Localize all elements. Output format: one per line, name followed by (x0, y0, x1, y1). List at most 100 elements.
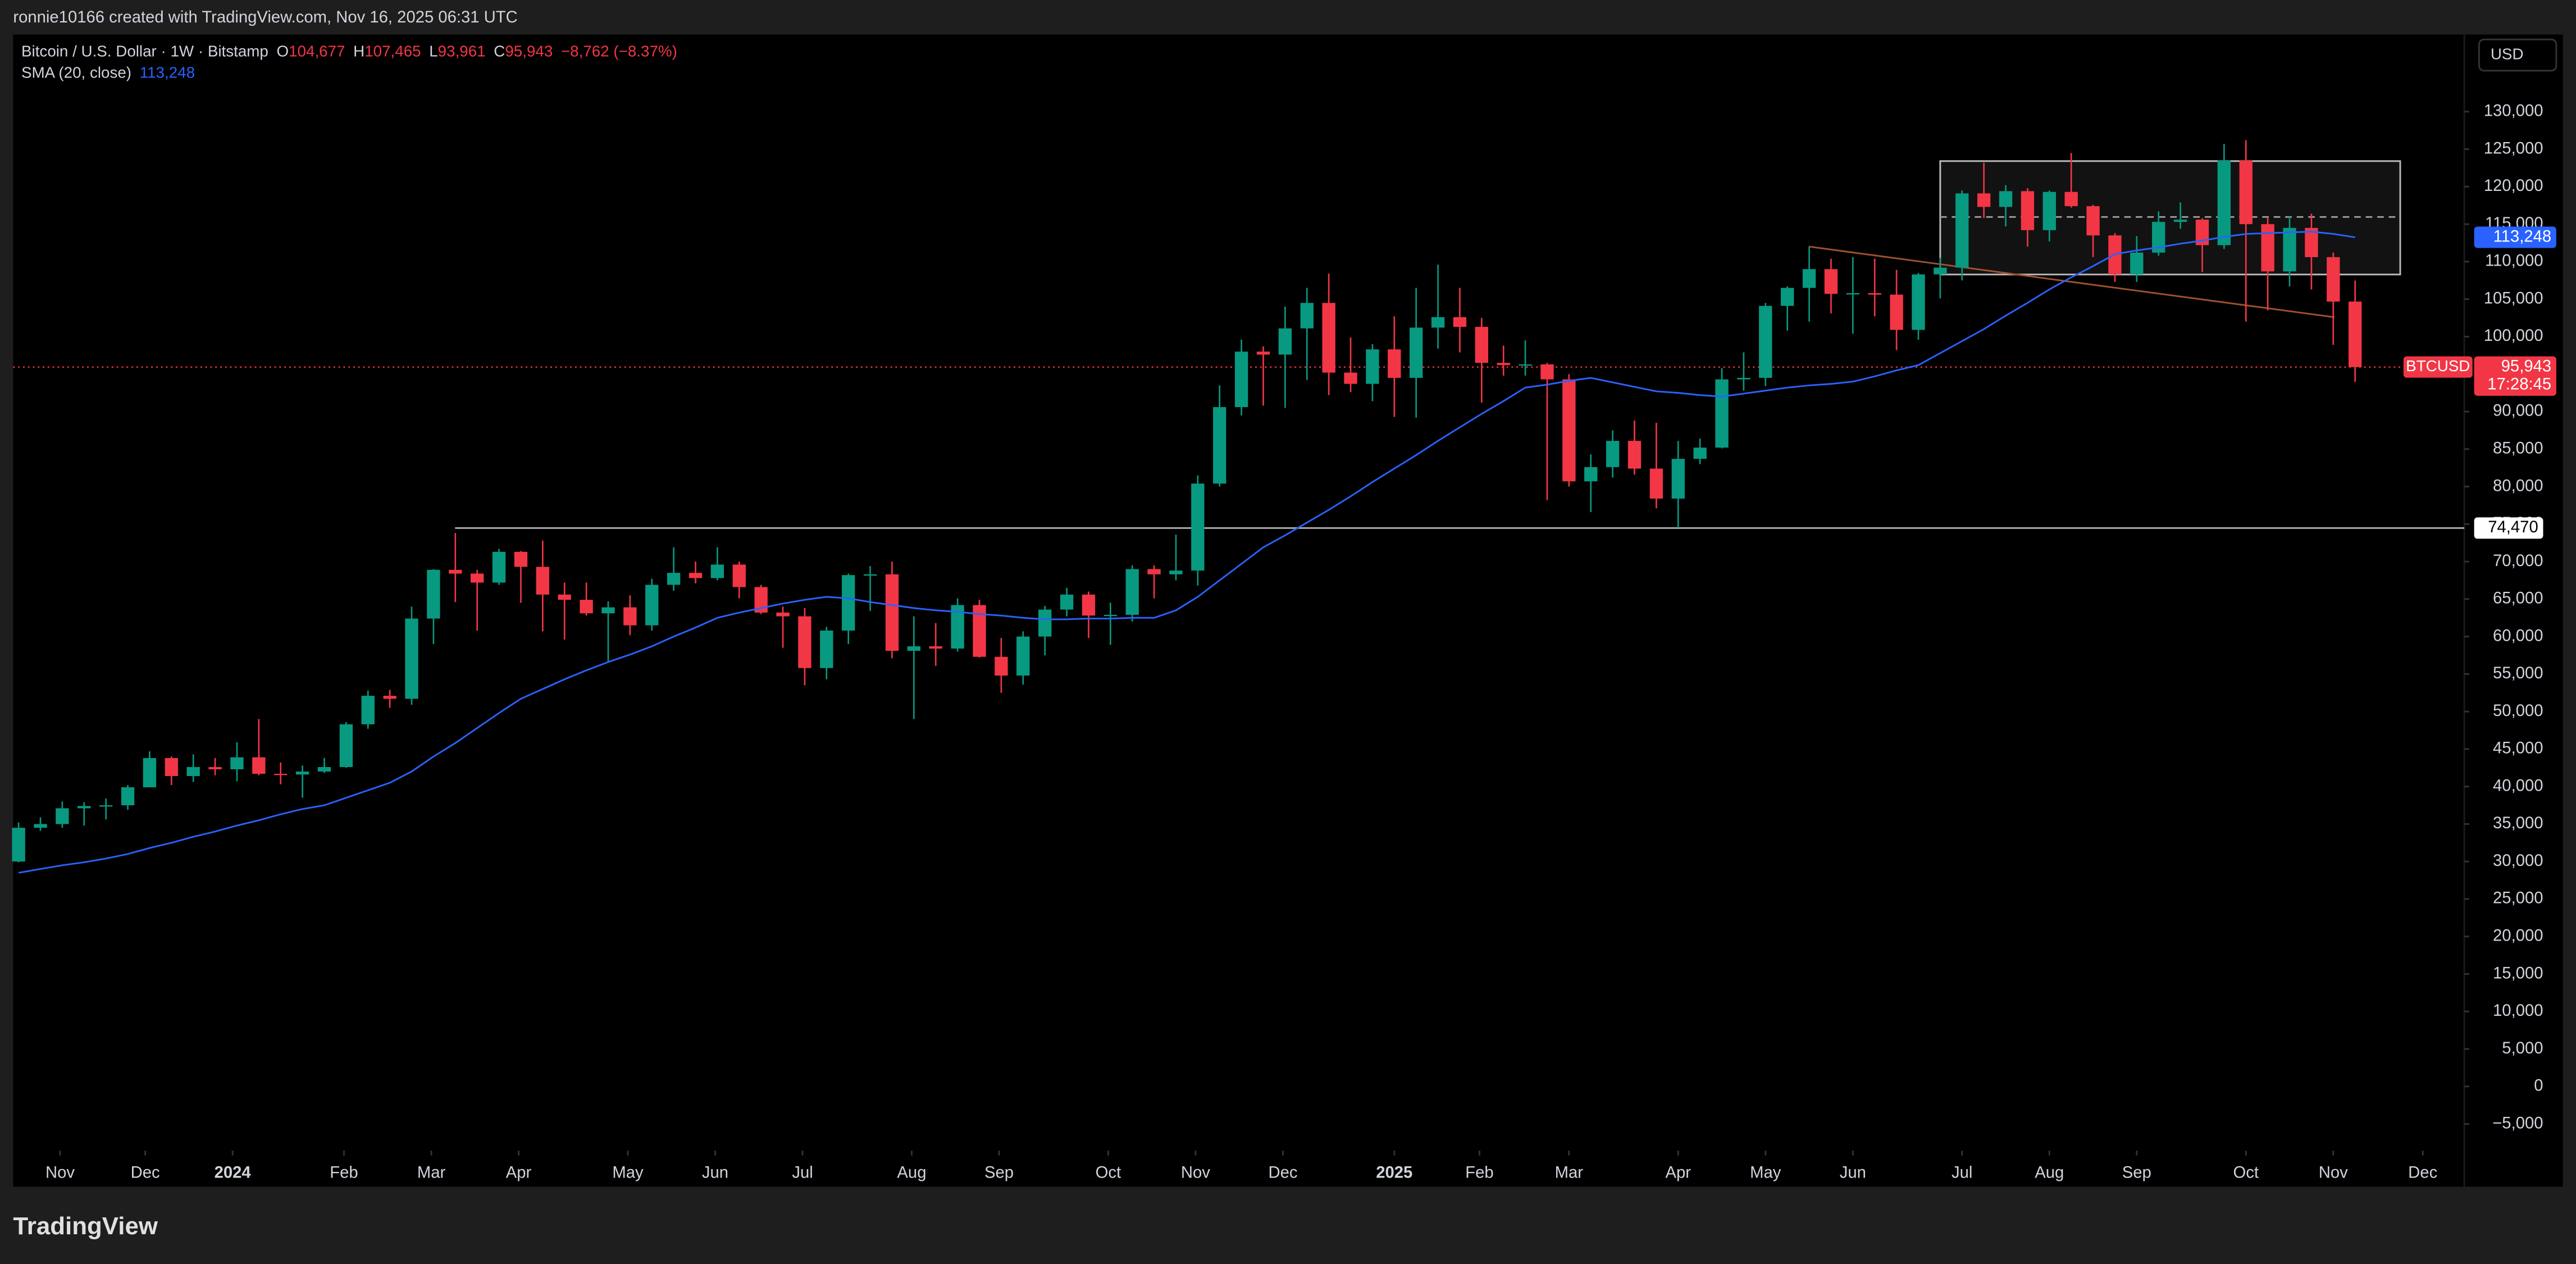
symbol-tag: BTCUSD (2406, 357, 2470, 375)
currency: USD (2491, 45, 2524, 62)
candle-body (1475, 327, 1488, 363)
x-tick-label: Jun (702, 1164, 728, 1182)
candle-body (580, 600, 593, 614)
y-tick-label: 80,000 (2493, 477, 2543, 495)
x-tick-label: Aug (897, 1164, 926, 1182)
o: O (277, 43, 289, 60)
candle-body (383, 696, 396, 699)
y-tick-label: 50,000 (2493, 702, 2543, 720)
candle-body (973, 605, 986, 657)
y-tick-label: 100,000 (2484, 327, 2543, 345)
candle-body (2152, 222, 2165, 253)
x-tick-label: Aug (2035, 1164, 2064, 1182)
currency-button[interactable] (2478, 38, 2557, 72)
candle-body (798, 616, 811, 668)
sma-value: 113,248 (140, 64, 195, 81)
y-tick-label: 130,000 (2484, 102, 2543, 120)
symbol: Bitcoin / U.S. Dollar · 1W · Bitstamp (21, 43, 268, 60)
candle-body (1649, 468, 1663, 499)
y-tick-label: 10,000 (2493, 1002, 2543, 1020)
y-tick-label: 105,000 (2484, 289, 2543, 307)
candle-body (2173, 220, 2187, 222)
y-tick-label: 15,000 (2493, 964, 2543, 982)
candle-body (1453, 317, 1467, 327)
candle-body (121, 787, 135, 806)
candle-body (1125, 569, 1139, 615)
candle-body (907, 646, 921, 651)
candle-body (2327, 257, 2340, 302)
candle-body (2195, 220, 2209, 245)
y-tick-label: −5,000 (2492, 1114, 2543, 1132)
candle-body (1322, 303, 1335, 373)
candle-body (34, 824, 47, 828)
candle-body (99, 805, 113, 807)
x-tick-label: 2024 (215, 1164, 252, 1182)
candle-body (361, 696, 375, 724)
candle-body (667, 573, 681, 585)
x-tick-label: Dec (1268, 1164, 1297, 1182)
high: 107,465 (364, 43, 421, 60)
x-tick-label: Nov (1181, 1164, 1210, 1182)
candle-body (1191, 483, 1205, 571)
y-tick-label: 120,000 (2484, 177, 2543, 195)
x-tick-label: Jul (1952, 1164, 1972, 1182)
candle-body (252, 757, 266, 774)
candle-body (1344, 372, 1357, 384)
x-tick-label: May (612, 1164, 644, 1182)
candle-body (1846, 293, 1860, 295)
candle-body (1627, 441, 1642, 469)
candle-body (1868, 293, 1881, 295)
y-tick-label: 55,000 (2493, 664, 2543, 682)
candle-body (1540, 364, 1554, 380)
sma-name: SMA (20, close) (21, 64, 131, 81)
last-price-box (2474, 356, 2556, 396)
sma-line (18, 231, 2355, 874)
candle-body (2261, 224, 2274, 272)
candle-body (1038, 609, 1052, 637)
candle-body (601, 607, 615, 614)
level-label: 74,470 (2488, 518, 2538, 536)
x-tick-label: Feb (1465, 1164, 1493, 1182)
candle-body (1366, 349, 1379, 384)
x-tick-label: Mar (417, 1164, 446, 1182)
sma-tag: 113,248 (2493, 227, 2552, 245)
candle-body (1584, 467, 1598, 482)
candle-body (1606, 441, 1620, 467)
candle-body (2305, 227, 2318, 257)
y-tick-label: 0 (2534, 1077, 2543, 1095)
candle-body (1410, 327, 1423, 378)
candle-body (1562, 379, 1576, 482)
c: C (494, 43, 505, 60)
trend-line (1808, 245, 2335, 318)
x-tick-label: Feb (330, 1164, 358, 1182)
candle-body (1497, 363, 1510, 366)
candle-body (842, 575, 855, 631)
candle-body (339, 724, 353, 767)
candle-body (1977, 193, 1991, 207)
candle-body (2239, 160, 2253, 225)
candle-body (2130, 252, 2144, 275)
candle-body (951, 605, 964, 649)
y-tick-label: 45,000 (2493, 740, 2543, 758)
sma-legend: SMA (20, close) 113,248 (21, 64, 195, 81)
x-tick-label: Sep (984, 1164, 1014, 1182)
candle-body (1431, 317, 1445, 328)
y-tick-label: 35,000 (2493, 814, 2543, 832)
attribution: ronnie10166 created with TradingView.com… (13, 8, 517, 26)
x-tick-label: Nov (2319, 1164, 2348, 1182)
low: 93,961 (438, 43, 486, 60)
candle-body (77, 806, 91, 809)
candle-body (2042, 191, 2056, 230)
candle-body (230, 757, 244, 769)
x-tick-label: Apr (506, 1164, 532, 1182)
y-tick-label: 25,000 (2493, 889, 2543, 907)
y-tick-label: 60,000 (2493, 627, 2543, 645)
candle-body (820, 630, 833, 668)
y-tick-label: 20,000 (2493, 927, 2543, 945)
candle-body (1955, 193, 1969, 268)
candle-body (1781, 288, 1794, 306)
y-tick-label: 5,000 (2502, 1039, 2543, 1057)
x-tick-label: Oct (1096, 1164, 1121, 1182)
candle-body (1759, 305, 1772, 378)
candle-body (1300, 303, 1314, 328)
